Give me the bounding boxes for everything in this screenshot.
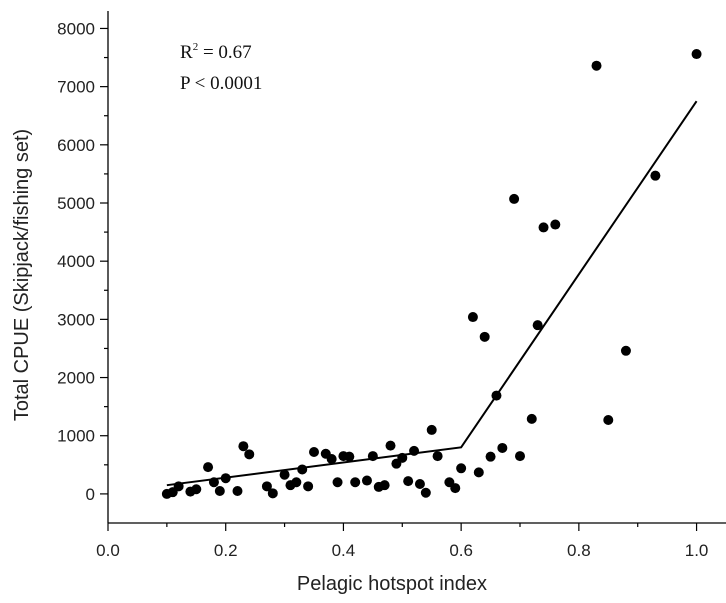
data-point	[379, 480, 390, 491]
data-point	[232, 486, 243, 496]
data-point	[291, 477, 302, 488]
data-point	[538, 222, 549, 233]
p-value-annotation: P < 0.0001	[180, 73, 262, 94]
data-point	[650, 170, 661, 181]
data-point	[403, 476, 414, 487]
data-point	[620, 345, 631, 356]
x-tick-label: 1.0	[685, 541, 709, 560]
data-point	[432, 451, 443, 462]
y-tick-label: 2000	[57, 369, 95, 388]
data-point	[261, 481, 272, 492]
data-point	[203, 462, 214, 473]
y-tick-label: 1000	[57, 427, 95, 446]
y-ticks: 0 1000 2000 3000 4000 5000 6000 7000 8000	[57, 19, 108, 504]
x-axis-title: Pelagic hotspot index	[297, 573, 487, 595]
data-point	[244, 449, 255, 460]
x-tick-label: 0.6	[449, 541, 473, 560]
x-tick-label: 0.0	[96, 541, 120, 560]
data-point	[497, 442, 508, 453]
data-point	[297, 464, 308, 475]
x-ticks: 0.0 0.2 0.4 0.6 0.8 1.0	[96, 523, 708, 560]
data-point	[467, 312, 478, 323]
data-point	[350, 477, 361, 488]
data-point	[303, 481, 314, 492]
y-tick-label: 4000	[57, 252, 95, 271]
data-point	[332, 477, 343, 488]
data-point	[473, 467, 484, 478]
data-point	[450, 483, 461, 494]
data-point	[550, 219, 561, 230]
y-tick-label: 5000	[57, 194, 95, 213]
regression-line	[166, 100, 698, 487]
data-point	[267, 488, 278, 499]
data-point	[420, 487, 431, 498]
data-point	[591, 60, 602, 71]
x-tick-label: 0.2	[214, 541, 238, 560]
data-point	[385, 440, 396, 451]
data-point	[414, 479, 425, 490]
data-point	[344, 451, 355, 462]
x-tick-label: 0.8	[567, 541, 591, 560]
data-point	[191, 484, 202, 495]
data-point	[691, 49, 702, 60]
data-point	[485, 451, 496, 462]
data-point	[515, 451, 525, 462]
data-point	[509, 193, 520, 204]
y-tick-label: 0	[86, 485, 95, 504]
data-point	[532, 320, 543, 331]
data-point	[309, 447, 319, 458]
data-point	[526, 413, 537, 424]
r-squared-annotation: R2 = 0.67	[180, 41, 252, 63]
data-point	[456, 463, 467, 474]
data-point	[603, 415, 614, 426]
y-tick-label: 6000	[57, 136, 95, 155]
x-tick-label: 0.4	[332, 541, 356, 560]
y-tick-label: 3000	[57, 310, 95, 329]
data-point	[279, 469, 290, 480]
data-point	[326, 454, 337, 464]
data-point	[214, 486, 225, 496]
data-point	[479, 331, 490, 342]
y-tick-label: 7000	[57, 78, 95, 97]
y-axis-title: Total CPUE (Skipjack/fishing set)	[11, 129, 33, 421]
data-point	[361, 475, 372, 486]
data-point	[426, 424, 437, 435]
data-point	[238, 441, 249, 452]
data-points	[161, 49, 702, 499]
y-tick-label: 8000	[57, 19, 95, 38]
